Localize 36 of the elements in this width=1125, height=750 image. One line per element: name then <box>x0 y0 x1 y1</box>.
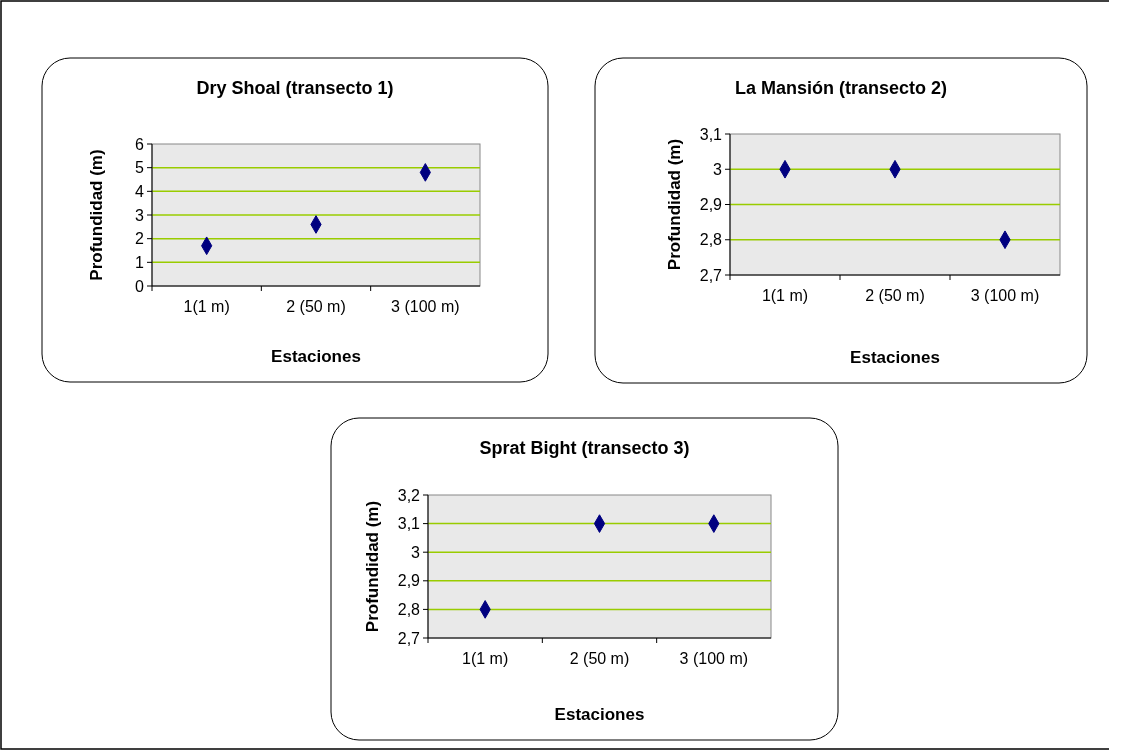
chart-title: La Mansión (transecto 2) <box>734 78 948 98</box>
x-tick-label: 3 (100 m) <box>679 650 749 667</box>
y-tick-label: 2,8 <box>397 601 421 618</box>
y-tick-label: 1 <box>135 253 145 271</box>
y-tick-label: 2,9 <box>699 196 723 214</box>
y-tick-label: 4 <box>135 182 145 200</box>
y-tick-label: 2,7 <box>699 266 723 284</box>
x-tick-label: 1(1 m) <box>761 287 809 304</box>
y-tick-label: 3 <box>135 206 145 224</box>
x-tick-label: 1(1 m) <box>183 298 230 315</box>
y-tick-label: 2,9 <box>397 572 421 590</box>
y-tick-label: 2,7 <box>397 629 421 647</box>
y-tick-label: 5 <box>135 159 145 177</box>
x-axis-title: Estaciones <box>850 348 940 367</box>
chart-title: Dry Shoal (transecto 1) <box>196 78 394 98</box>
y-tick-label: 2,8 <box>699 231 723 249</box>
y-axis-title: Profundidad (m) <box>363 500 382 633</box>
y-tick-label: 3 <box>713 160 723 178</box>
y-tick-label: 6 <box>135 135 145 153</box>
y-axis-title: Profundidad (m) <box>665 138 684 271</box>
y-tick-label: 3,1 <box>397 515 421 533</box>
y-tick-label: 2 <box>135 230 145 248</box>
x-axis-title: Estaciones <box>271 347 361 366</box>
y-tick-label: 3,2 <box>397 486 421 504</box>
x-tick-label: 3 (100 m) <box>970 287 1040 304</box>
y-tick-label: 3 <box>411 543 421 561</box>
x-axis-title: Estaciones <box>554 705 645 724</box>
x-tick-label: 1(1 m) <box>462 650 509 667</box>
chart-title: Sprat Bight (transecto 3) <box>479 438 690 458</box>
x-tick-label: 2 (50 m) <box>286 298 346 315</box>
y-tick-label: 3,1 <box>699 125 723 143</box>
y-axis-title: Profundidad (m) <box>87 149 106 281</box>
x-tick-label: 2 (50 m) <box>865 287 925 304</box>
y-tick-label: 0 <box>135 277 145 295</box>
x-tick-label: 2 (50 m) <box>569 650 630 667</box>
x-tick-label: 3 (100 m) <box>391 298 460 315</box>
